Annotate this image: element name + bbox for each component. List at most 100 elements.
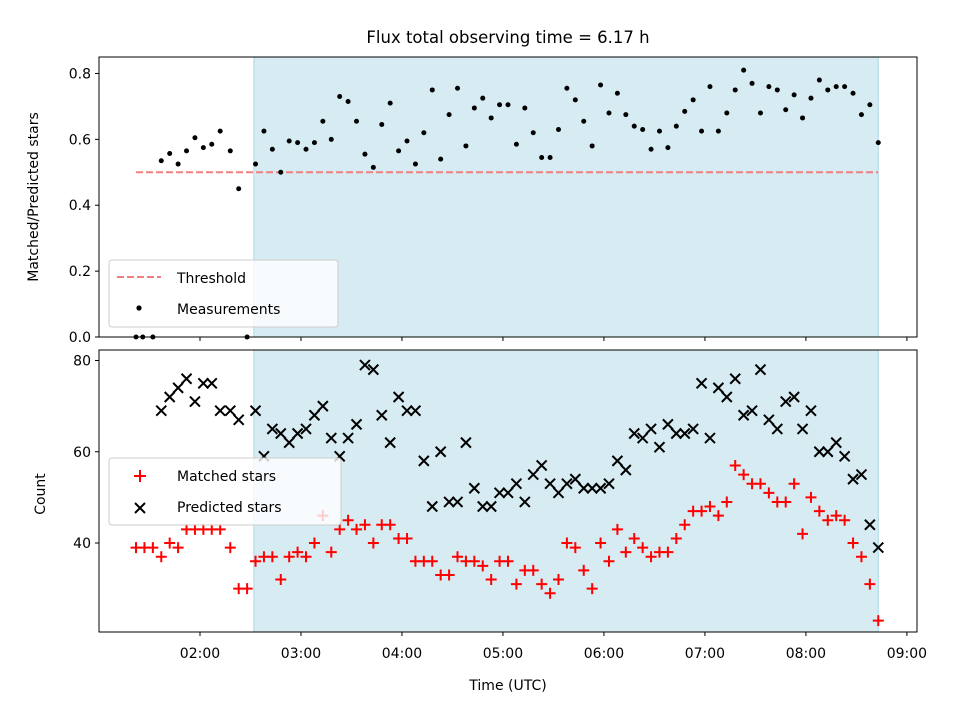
measurement-point (480, 95, 486, 101)
predicted-stars-point (460, 436, 472, 449)
matched-stars-point (603, 555, 615, 567)
predicted-stars-point (317, 400, 329, 412)
measurement-point (791, 92, 797, 98)
measurement-point (167, 151, 173, 157)
predicted-stars-point (519, 496, 531, 508)
measurement-point (555, 126, 561, 132)
measurement-point (858, 112, 864, 118)
predicted-stars-point (872, 541, 884, 554)
predicted-stars-point (838, 450, 851, 463)
measurement-point (783, 107, 789, 113)
count-legend-box (108, 457, 342, 526)
measurement-point (513, 141, 519, 147)
predicted-stars-point (822, 446, 834, 458)
predicted-stars-point (359, 359, 371, 371)
measurement-point (623, 112, 629, 118)
count-panel: 40 60 80 02:00 03:00 04:00 05:00 06:00 07:00 08:… (33, 349, 927, 662)
measurement-point (209, 141, 215, 147)
observing-interval-shade (253, 349, 879, 633)
measurement-point (455, 85, 461, 91)
predicted-stars-point (847, 473, 859, 485)
predicted-stars-point (561, 477, 573, 490)
measurement-point (656, 128, 662, 134)
measurement-point (614, 90, 620, 96)
matched-stars-point (754, 478, 766, 490)
matched-stars-point (359, 519, 371, 531)
measurement-point (192, 135, 198, 141)
measurement-point (715, 128, 721, 134)
predicted-stars-point (376, 409, 388, 421)
matched-stars-point (586, 583, 598, 595)
matched-stars-point (830, 510, 842, 522)
legend-matched-label: Matched stars (177, 469, 276, 485)
predicted-stars-point (712, 382, 725, 394)
predicted-stars-point (283, 436, 295, 449)
matched-stars-point (527, 564, 539, 576)
predicted-stars-point (325, 432, 337, 444)
matched-stars-point (628, 532, 640, 544)
measurement-point (471, 105, 477, 111)
measurement-point (606, 110, 612, 116)
predicted-stars-point (266, 423, 279, 435)
measurement-point (429, 87, 435, 93)
predicted-stars-point (510, 477, 523, 490)
measurement-point (362, 151, 368, 157)
y-tick-label: 0.6 (69, 132, 91, 148)
measurement-point (522, 105, 528, 111)
predicted-stars-point (232, 414, 245, 426)
measurement-point (200, 145, 206, 151)
matched-stars-point (510, 578, 522, 590)
x-tick-label: 09:00 (887, 646, 927, 662)
predicted-stars-point (645, 423, 657, 435)
predicted-stars-point (695, 377, 708, 390)
predicted-stars-point (746, 404, 758, 417)
measurement-point (833, 84, 839, 90)
matched-stars-point (300, 551, 312, 563)
measurement-point (387, 100, 393, 106)
matched-stars-point (872, 615, 884, 627)
matched-stars-point (214, 523, 226, 535)
matched-stars-point (763, 487, 775, 499)
predicted-stars-point (603, 477, 615, 490)
matched-stars-point (561, 537, 573, 549)
measurement-point (682, 108, 688, 114)
matched-stars-point (283, 551, 295, 563)
matched-stars-point (477, 560, 489, 572)
legend-predicted-label: Predicted stars (177, 500, 282, 516)
predicted-stars-point (704, 432, 716, 444)
predicted-stars-point (291, 427, 304, 440)
measurement-point (286, 138, 292, 144)
measurement-point (184, 148, 190, 154)
matched-stars-point (452, 551, 464, 563)
matched-stars-point (401, 532, 413, 544)
predicted-stars-point (552, 487, 565, 499)
matched-stars-point (813, 505, 825, 517)
measurement-point (253, 161, 259, 167)
matched-stars-point (325, 546, 337, 558)
predicted-stars-point (477, 500, 489, 513)
legend-measurements-label: Measurements (177, 302, 280, 318)
predicted-stars-point (418, 455, 430, 467)
predicted-stars-point (189, 395, 201, 408)
measurement-point (488, 115, 494, 121)
predicted-stars-point (780, 395, 792, 408)
count-legend: Matched stars Predicted stars (108, 457, 342, 526)
predicted-stars-point (670, 427, 683, 440)
matched-stars-point (569, 542, 581, 554)
measurement-point (269, 146, 275, 152)
matched-stars-point (351, 523, 363, 535)
measurement-point (217, 128, 223, 134)
matched-stars-point (839, 514, 851, 526)
predicted-stars-point (409, 404, 422, 417)
matched-stars-point (620, 546, 632, 558)
predicted-stars-point (611, 455, 624, 467)
count-y-axis-label: Count (33, 473, 49, 515)
measurement-point (774, 87, 780, 93)
x-tick-label: 03:00 (281, 646, 321, 662)
predicted-stars-point (163, 391, 176, 403)
measurement-point (396, 148, 402, 154)
measurement-point (640, 126, 646, 132)
matched-stars-point (670, 532, 682, 544)
measurement-point (320, 118, 326, 124)
measurement-point (564, 85, 570, 91)
